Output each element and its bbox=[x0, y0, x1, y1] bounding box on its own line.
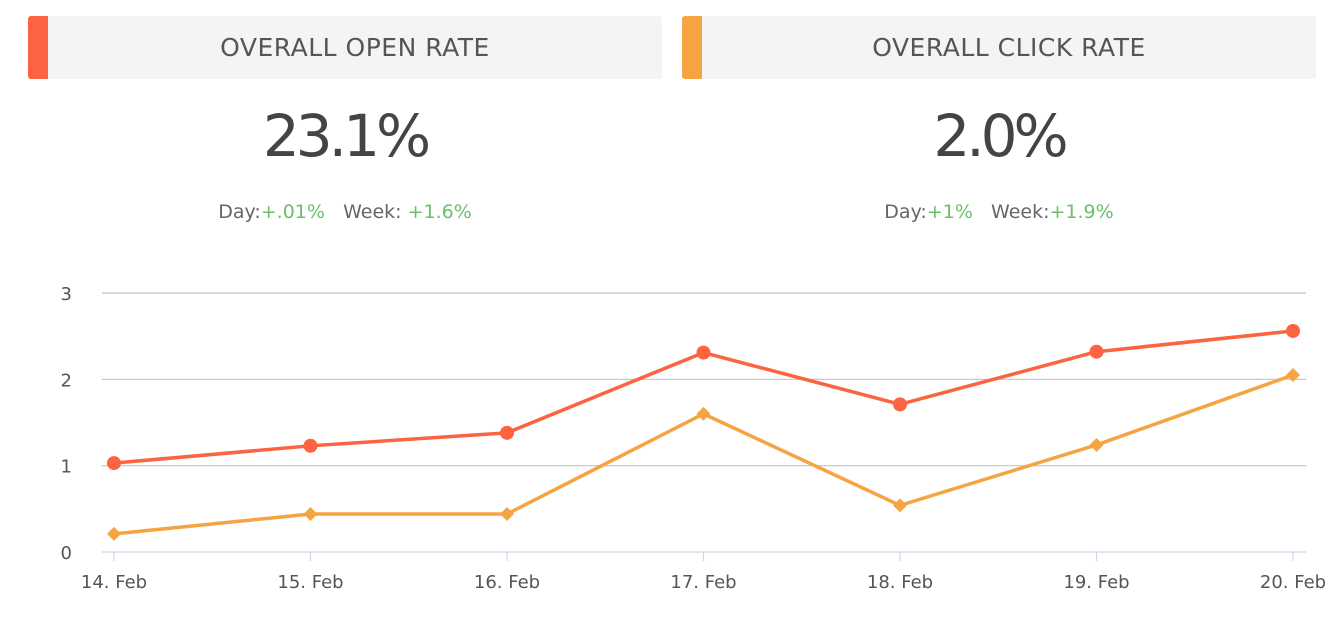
open-rate-card: OVERALL OPEN RATE 23.1% Day:+.01% Week: … bbox=[28, 16, 662, 223]
week-change: +1.9% bbox=[1049, 201, 1114, 223]
week-label: Week: bbox=[343, 201, 402, 223]
point bbox=[303, 438, 318, 453]
x-tick-label: 18. Feb bbox=[867, 572, 933, 593]
x-tick-label: 15. Feb bbox=[277, 572, 343, 593]
series-line bbox=[113, 373, 1294, 536]
card-stats: Day:+1% Week:+1.9% bbox=[682, 201, 1316, 223]
card-stats: Day:+.01% Week: +1.6% bbox=[28, 201, 662, 223]
series-line bbox=[113, 329, 1294, 465]
day-change: +1% bbox=[926, 201, 973, 223]
card-stripe bbox=[28, 16, 48, 79]
point bbox=[500, 425, 514, 440]
point bbox=[893, 498, 907, 513]
y-tick-label: 3 bbox=[61, 284, 72, 305]
card-value: 2.0% bbox=[933, 102, 1068, 170]
point bbox=[500, 507, 514, 522]
point bbox=[303, 507, 318, 522]
point bbox=[1286, 323, 1300, 338]
point bbox=[696, 345, 711, 360]
point bbox=[893, 397, 907, 412]
card-value: 23.1% bbox=[262, 102, 431, 170]
point bbox=[1089, 437, 1104, 452]
x-tick-label: 17. Feb bbox=[670, 572, 736, 593]
card-stripe bbox=[682, 16, 702, 79]
x-tick-label: 16. Feb bbox=[474, 572, 540, 593]
point bbox=[1286, 368, 1300, 383]
x-tick-label: 19. Feb bbox=[1063, 572, 1129, 593]
x-tick-label: 20. Feb bbox=[1260, 572, 1326, 593]
click-rate-card: OVERALL CLICK RATE 2.0% Day:+1% Week:+1.… bbox=[682, 16, 1316, 223]
day-label: Day: bbox=[884, 201, 927, 223]
week-change: +1.6% bbox=[407, 201, 472, 223]
card-header: OVERALL OPEN RATE bbox=[28, 16, 662, 79]
y-tick-label: 2 bbox=[61, 370, 72, 391]
day-label: Day: bbox=[218, 201, 261, 223]
y-tick-label: 0 bbox=[61, 543, 72, 564]
card-title: OVERALL CLICK RATE bbox=[872, 33, 1146, 62]
week-label: Week: bbox=[991, 201, 1050, 223]
x-tick-label: 14. Feb bbox=[81, 572, 147, 593]
point bbox=[1089, 344, 1104, 359]
point bbox=[107, 456, 121, 471]
point bbox=[107, 526, 121, 541]
day-change: +.01% bbox=[260, 201, 325, 223]
card-title: OVERALL OPEN RATE bbox=[220, 33, 490, 62]
y-tick-label: 1 bbox=[61, 457, 72, 478]
card-header: OVERALL CLICK RATE bbox=[682, 16, 1316, 79]
point bbox=[696, 406, 711, 421]
